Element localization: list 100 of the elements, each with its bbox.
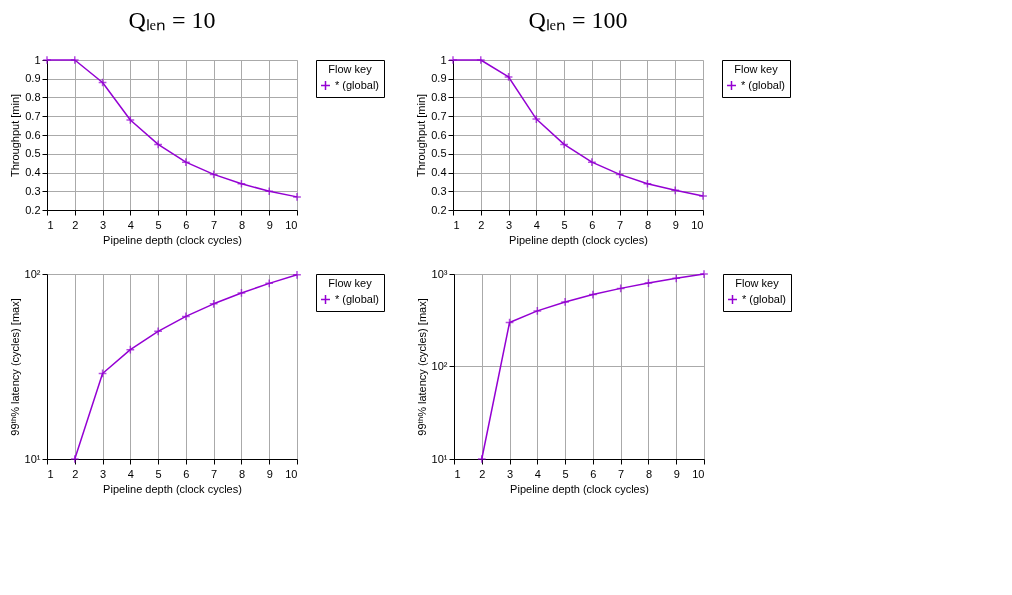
x-tick-label: 7 [211, 218, 218, 231]
x-tick-label: 8 [238, 218, 246, 231]
x-tick-label: 8 [645, 467, 653, 480]
y-axis-title: Throughput [min] [9, 93, 22, 178]
x-tick-label: 1 [453, 218, 460, 231]
x-tick-label: 1 [47, 218, 54, 231]
y-tick-label: 0.4 [431, 166, 447, 178]
x-tick-label: 4 [127, 467, 134, 480]
point [560, 297, 570, 307]
x-tick-label: 10 [691, 218, 704, 231]
y-tick-label: 0.6 [25, 128, 41, 141]
x-tick-label: 4 [127, 218, 134, 231]
x-tick-label: 7 [617, 218, 624, 231]
legend-title: Flow key [328, 63, 373, 75]
y-tick-label: 10¹ [431, 452, 448, 465]
legend-title: Flow key [328, 277, 373, 289]
x-tick-label: 5 [562, 467, 569, 480]
point [671, 273, 681, 283]
legend-label: * (global) [741, 78, 786, 91]
y-tick-label: 0.3 [431, 184, 447, 197]
x-axis-title: Pipeline depth (clock cycles) [510, 482, 649, 495]
point [587, 157, 597, 167]
point [181, 157, 191, 167]
point [699, 269, 709, 279]
x-tick-label: 10 [285, 467, 298, 480]
x-tick-label: 3 [99, 467, 107, 480]
x-tick-label: 4 [534, 467, 541, 480]
legend-label: * (global) [335, 78, 380, 91]
point [531, 114, 541, 124]
x-tick-label: 6 [589, 218, 596, 231]
point [125, 115, 135, 125]
point [476, 55, 486, 65]
x-tick-label: 3 [505, 218, 513, 231]
y-axis-title: Throughput [min] [415, 93, 428, 178]
x-tick-label: 4 [533, 218, 540, 231]
y-tick-label: 10³ [431, 267, 448, 280]
legend-title: Flow key [734, 63, 779, 75]
y-axis-title: 99ᵗʰ% latency (cycles) [max] [8, 298, 21, 436]
y-tick-label: 0.4 [25, 166, 41, 178]
x-axis-title: Pipeline depth (clock cycles) [103, 233, 242, 246]
y-tick-label: 0.8 [431, 91, 447, 103]
point [209, 299, 219, 309]
chart-title: Qₗₑₙ = 10 [128, 7, 216, 34]
x-tick-label: 5 [561, 218, 568, 231]
x-tick-label: 7 [211, 467, 218, 480]
x-tick-label: 9 [672, 218, 679, 231]
x-axis-title: Pipeline depth (clock cycles) [509, 233, 648, 246]
y-tick-label: 10² [431, 360, 448, 372]
x-tick-label: 8 [238, 467, 246, 480]
x-tick-label: 5 [155, 218, 162, 231]
y-tick-label: 0.2 [431, 203, 447, 216]
x-tick-label: 10 [692, 467, 705, 480]
chart-title: Qₗₑₙ = 100 [528, 7, 628, 34]
y-tick-label: 1 [34, 53, 41, 66]
y-tick-label: 0.5 [431, 147, 447, 160]
y-axis-title: 99ᵗʰ% latency (cycles) [max] [415, 298, 428, 436]
y-tick-label: 0.7 [25, 109, 41, 122]
y-tick-label: 1 [440, 53, 447, 66]
legend-label: * (global) [335, 292, 380, 305]
x-tick-label: 10 [285, 218, 298, 231]
y-tick-label: 0.2 [25, 203, 41, 216]
x-tick-label: 2 [72, 467, 79, 480]
point [292, 192, 302, 202]
y-tick-label: 0.8 [25, 91, 41, 103]
point [264, 278, 274, 288]
x-axis-title: Pipeline depth (clock cycles) [103, 482, 242, 495]
point [532, 306, 542, 316]
y-tick-label: 10² [24, 267, 41, 280]
x-tick-label: 3 [506, 467, 514, 480]
point [670, 185, 680, 195]
point [70, 55, 80, 65]
y-tick-label: 0.9 [25, 72, 41, 85]
x-tick-label: 9 [673, 467, 680, 480]
legend-label: * (global) [742, 292, 787, 305]
y-tick-label: 0.7 [431, 109, 447, 122]
point [264, 186, 274, 196]
x-tick-label: 6 [590, 467, 597, 480]
y-tick-label: 0.6 [431, 128, 447, 141]
x-tick-label: 3 [99, 218, 107, 231]
x-tick-label: 9 [266, 218, 273, 231]
point [698, 191, 708, 201]
x-tick-label: 6 [183, 467, 190, 480]
y-tick-label: 0.3 [25, 184, 41, 197]
x-tick-label: 2 [72, 218, 79, 231]
y-tick-label: 10¹ [24, 452, 41, 465]
point [70, 454, 80, 464]
x-tick-label: 8 [644, 218, 652, 231]
x-tick-label: 1 [47, 467, 54, 480]
legend-title: Flow key [735, 277, 780, 289]
x-tick-label: 9 [266, 467, 273, 480]
point [153, 326, 163, 336]
x-tick-label: 6 [183, 218, 190, 231]
point [292, 270, 302, 280]
y-tick-label: 0.5 [25, 147, 41, 160]
point [477, 454, 487, 464]
x-tick-label: 2 [479, 467, 486, 480]
x-tick-label: 7 [618, 467, 625, 480]
y-tick-label: 0.9 [431, 72, 447, 85]
x-tick-label: 1 [454, 467, 461, 480]
x-tick-label: 5 [155, 467, 162, 480]
